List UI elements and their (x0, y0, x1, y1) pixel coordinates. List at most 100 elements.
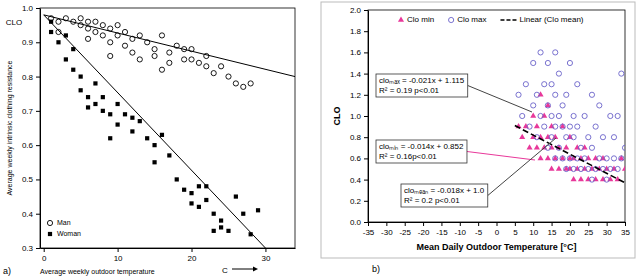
tick: 0.4 (22, 210, 40, 219)
tick: 10 (114, 248, 123, 263)
point (582, 144, 588, 149)
tick-mark (552, 222, 553, 226)
point (582, 113, 587, 118)
point (615, 113, 620, 118)
point (182, 57, 187, 62)
point (219, 225, 223, 229)
point (586, 166, 591, 171)
tick-label: 10 (529, 228, 538, 237)
point (545, 134, 551, 139)
tick-mark (364, 31, 368, 32)
annotation: cloₘₐₓ = -0.021x + 1.115R² = 0.19 p<0.01 (376, 74, 532, 112)
tick: -5 (475, 222, 483, 237)
legend: Clo minClo maxLinear (Clo mean) (398, 15, 584, 24)
point (553, 50, 558, 55)
tick: -20 (418, 222, 430, 237)
y-axis-title: CLO (332, 107, 342, 126)
tick-label: 0.3 (22, 244, 34, 253)
tick: 0.6 (350, 154, 368, 163)
point (85, 26, 90, 31)
point (556, 113, 561, 118)
y-axis-line (40, 9, 41, 249)
legend-item: Clo min (398, 15, 434, 24)
point (138, 119, 142, 123)
tick-label: 0.7 (22, 107, 34, 116)
point (159, 33, 164, 38)
tick-mark (36, 42, 40, 43)
point (197, 205, 201, 209)
point (553, 92, 558, 97)
connector (488, 138, 556, 196)
point (527, 124, 532, 129)
tick-label: 1.0 (22, 4, 34, 13)
annotation: cloₘᵢₙ = -0.014x + 0.852R² = 0.16p<0.01 (376, 140, 535, 163)
tick-mark (36, 214, 40, 215)
point (182, 188, 186, 192)
point (534, 144, 540, 149)
point (204, 64, 209, 69)
tick-label: -20 (418, 228, 430, 237)
legend-item: Clo max (449, 15, 487, 24)
tick-label: 0.2 (350, 197, 362, 206)
point (212, 212, 216, 216)
point (567, 124, 572, 129)
tick-mark (405, 222, 406, 226)
point (542, 82, 547, 87)
point (130, 116, 134, 120)
legend-label: Woman (57, 230, 81, 237)
point (549, 113, 554, 118)
point (556, 165, 562, 170)
tick-mark (36, 77, 40, 78)
tick-label: 0.4 (350, 176, 362, 185)
point (116, 102, 120, 106)
point (608, 166, 613, 171)
tick: 0.5 (22, 175, 40, 184)
tick: 5 (513, 222, 518, 237)
point (589, 165, 595, 170)
point (101, 109, 105, 113)
tick: 1.0 (350, 112, 368, 121)
annotation-text: CLO (6, 18, 22, 27)
point (571, 135, 576, 140)
point (523, 82, 528, 87)
tick-mark (588, 222, 589, 226)
tick-label: -10 (455, 228, 467, 237)
point (604, 156, 609, 161)
tick-label: 20 (188, 254, 197, 263)
tick-mark (36, 111, 40, 112)
tick-mark (364, 158, 368, 159)
point (101, 95, 105, 99)
point (527, 144, 533, 149)
y-axis-title: Average weekly intrinsic clothing resist… (6, 60, 14, 195)
tick-mark (364, 201, 368, 202)
tick: 0 (42, 248, 47, 263)
point (593, 124, 598, 129)
tick: 20 (566, 222, 575, 237)
tick-mark (570, 222, 571, 226)
point (93, 19, 98, 24)
point (549, 82, 554, 87)
plot-area (515, 50, 625, 183)
point (567, 60, 572, 65)
point (152, 53, 157, 58)
tick-label: 35 (621, 228, 630, 237)
point (523, 123, 529, 128)
annotation: C (222, 266, 258, 275)
line (515, 126, 625, 183)
tick-mark (478, 222, 479, 226)
tick-mark (423, 222, 424, 226)
point (538, 113, 543, 118)
tick: 35 (621, 222, 630, 237)
y-axis: 0.30.40.50.60.70.80.91.0 (22, 4, 41, 253)
point (571, 166, 576, 171)
point (85, 36, 90, 41)
x-axis: -35-30-25-20-15-10-505101520253035 (363, 222, 631, 237)
tick: 15 (548, 222, 557, 237)
tick-label: 0.8 (22, 73, 34, 82)
tick-label: 0.8 (350, 133, 362, 142)
annotation: cloₘₑₐₙ = -0.018x + 1.0R² = 0.2 p<0.01 (401, 138, 556, 207)
arrow (232, 269, 254, 270)
connector (467, 152, 535, 161)
tick: 0.4 (350, 176, 368, 185)
point (575, 82, 580, 87)
